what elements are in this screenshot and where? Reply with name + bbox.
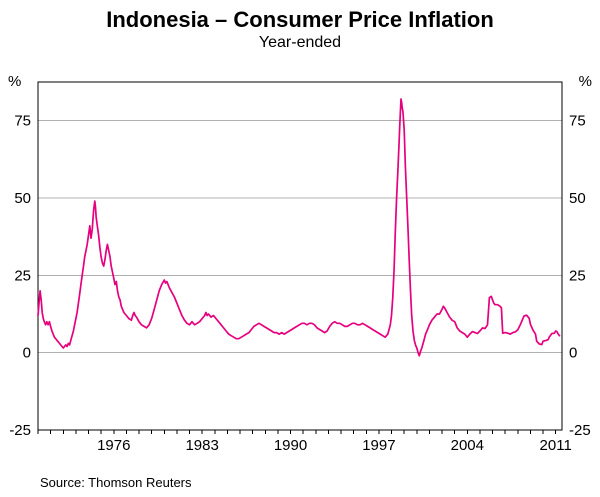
y-axis-unit-right: %: [579, 73, 592, 90]
y-tick-label-right: -25: [569, 422, 591, 439]
plot-frame: [37, 81, 563, 432]
source-note: Source: Thomson Reuters: [40, 475, 192, 490]
y-tick-label-left: 25: [14, 268, 31, 285]
x-tick-label: 1997: [362, 437, 395, 454]
page-title: Indonesia – Consumer Price Inflation: [106, 7, 494, 32]
y-tick-label-left: 75: [14, 113, 31, 130]
series-line: [37, 98, 561, 358]
plot-area: 1976 1983 1990 1997 2004 2011 -25 -25 0 0 25 25 50 50…: [0, 52, 600, 464]
y-tick-label-right: 0: [569, 345, 577, 362]
y-tick-label-left: -25: [9, 422, 31, 439]
x-tick-label: 2011: [540, 437, 572, 454]
x-tick-label: 1983: [185, 437, 218, 454]
y-tick-label-left: 50: [14, 190, 31, 207]
y-tick-label-left: 0: [23, 345, 31, 362]
y-tick-label-right: 75: [569, 113, 586, 130]
x-tick-label: 1976: [97, 437, 130, 454]
x-tick-label: 1990: [274, 437, 307, 454]
y-axis-unit-left: %: [8, 73, 21, 90]
y-tick-label-right: 25: [569, 268, 586, 285]
y-tick-label-right: 50: [569, 190, 586, 207]
x-tick-label: 2004: [451, 437, 484, 454]
chart-subtitle: Year-ended: [258, 34, 342, 52]
